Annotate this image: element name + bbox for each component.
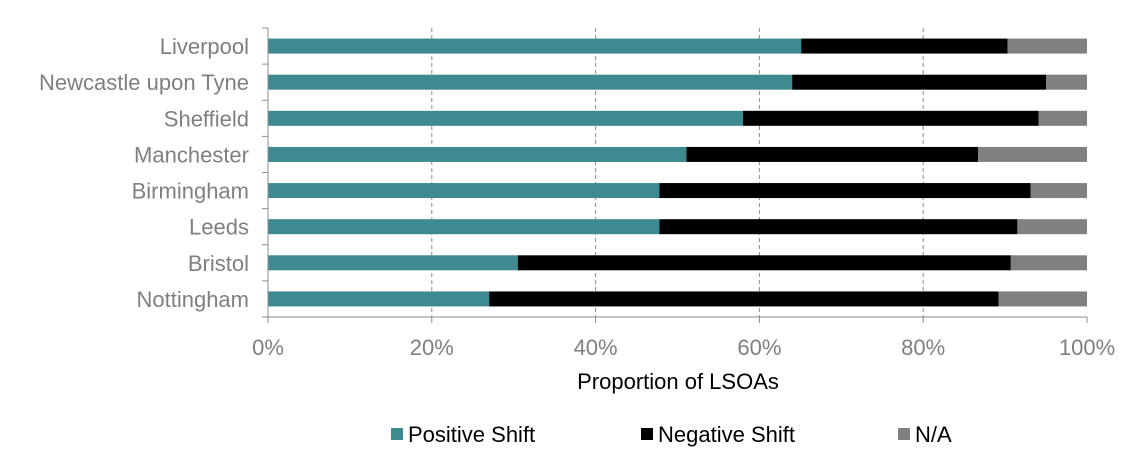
category-label-liverpool: Liverpool (160, 34, 249, 59)
category-label-leeds: Leeds (189, 215, 249, 240)
category-label-nottingham: Nottingham (136, 287, 249, 312)
axes (262, 27, 1088, 323)
bar-positive-shift-birmingham (268, 183, 660, 199)
bar-positive-shift-manchester (268, 146, 687, 162)
x-tick-label: 60% (737, 335, 781, 360)
x-tick-label: 20% (410, 335, 454, 360)
bar-positive-shift-liverpool (268, 38, 802, 54)
category-label-sheffield: Sheffield (164, 106, 249, 131)
category-label-newcastle-upon-tyne: Newcastle upon Tyne (39, 70, 249, 95)
bar-negative-shift-birmingham (659, 183, 1031, 199)
bar-negative-shift-nottingham (489, 291, 999, 307)
x-tick-labels: 0% 20% 40% 60% 80% 100% (252, 335, 1115, 360)
x-tick-label: 100% (1059, 335, 1115, 360)
bar-n-a-leeds (1017, 219, 1087, 235)
legend-swatch-n-a (898, 428, 910, 440)
x-tick-label: 80% (901, 335, 945, 360)
bar-n-a-sheffield (1038, 110, 1087, 126)
bar-n-a-newcastle-upon-tyne (1046, 74, 1087, 90)
category-label-manchester: Manchester (134, 142, 249, 167)
category-label-birmingham: Birmingham (132, 179, 249, 204)
bar-positive-shift-sheffield (268, 110, 744, 126)
bar-positive-shift-bristol (268, 255, 518, 271)
bar-positive-shift-nottingham (268, 291, 490, 307)
bar-n-a-nottingham (998, 291, 1087, 307)
category-label-bristol: Bristol (188, 251, 249, 276)
bar-positive-shift-leeds (268, 219, 660, 235)
bar-negative-shift-bristol (517, 255, 1011, 271)
x-tick-label: 0% (252, 335, 284, 360)
bar-negative-shift-leeds (659, 219, 1018, 235)
gridlines (431, 28, 924, 317)
x-axis-title: Proportion of LSOAs (577, 369, 779, 394)
legend-label-n-a: N/A (915, 422, 952, 447)
legend-label-positive-shift: Positive Shift (408, 422, 535, 447)
legend-swatch-positive-shift (391, 428, 403, 440)
bars (268, 38, 1087, 307)
bar-negative-shift-newcastle-upon-tyne (792, 74, 1047, 90)
legend: Positive Shift Negative Shift N/A (391, 422, 952, 447)
bar-n-a-manchester (978, 146, 1087, 162)
bar-n-a-liverpool (1007, 38, 1087, 54)
category-labels: Liverpool Newcastle upon Tyne Sheffield Man… (39, 34, 249, 312)
legend-label-negative-shift: Negative Shift (658, 422, 795, 447)
bar-n-a-birmingham (1030, 183, 1087, 199)
bar-negative-shift-sheffield (743, 110, 1039, 126)
x-tick-label: 40% (574, 335, 618, 360)
bar-negative-shift-manchester (686, 146, 979, 162)
bar-negative-shift-liverpool (801, 38, 1008, 54)
bar-n-a-bristol (1010, 255, 1087, 271)
bar-positive-shift-newcastle-upon-tyne (268, 74, 793, 90)
legend-swatch-negative-shift (641, 428, 653, 440)
